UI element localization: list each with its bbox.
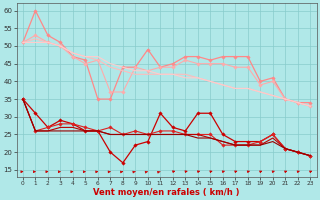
X-axis label: Vent moyen/en rafales ( km/h ): Vent moyen/en rafales ( km/h ) [93, 188, 240, 197]
